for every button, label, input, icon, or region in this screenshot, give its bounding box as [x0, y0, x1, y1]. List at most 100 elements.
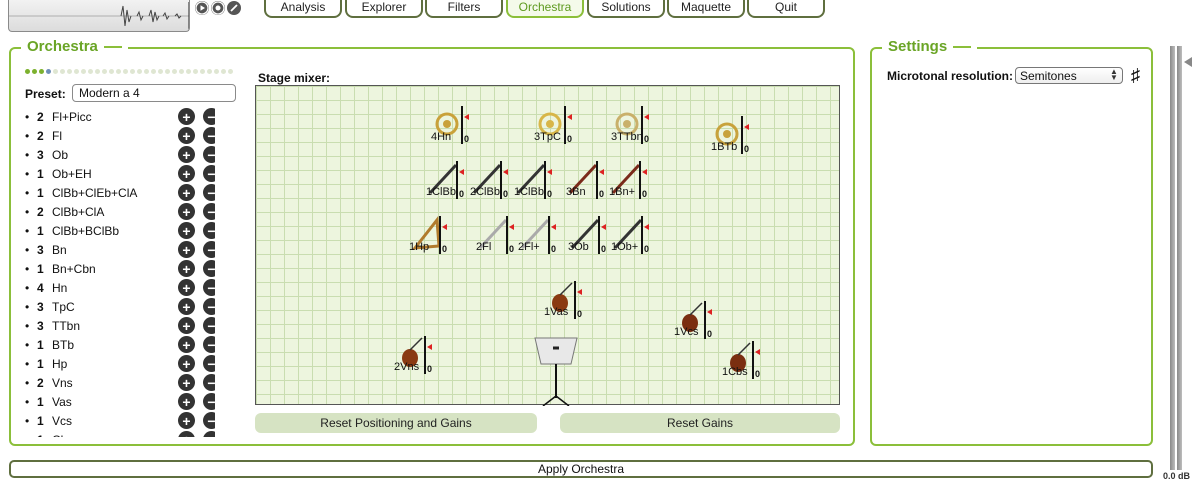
gain-handle-icon[interactable]: [442, 224, 447, 230]
page-indicator[interactable]: [25, 69, 233, 74]
add-instrument-icon[interactable]: +: [178, 298, 195, 315]
gain-slider[interactable]: [500, 161, 502, 199]
reset-gains-button[interactable]: Reset Gains: [560, 413, 840, 433]
remove-instrument-icon[interactable]: −: [203, 298, 215, 315]
remove-instrument-icon[interactable]: −: [203, 393, 215, 410]
gain-handle-icon[interactable]: [644, 114, 649, 120]
remove-instrument-icon[interactable]: −: [203, 431, 215, 437]
gain-slider[interactable]: [424, 336, 426, 374]
add-instrument-icon[interactable]: +: [178, 317, 195, 334]
gain-slider[interactable]: [752, 341, 754, 379]
gain-slider[interactable]: [548, 216, 550, 254]
microtonal-select[interactable]: Semitones ▲ ▼: [1015, 67, 1123, 84]
gain-slider[interactable]: [439, 216, 441, 254]
remove-instrument-icon[interactable]: −: [203, 412, 215, 429]
remove-instrument-icon[interactable]: −: [203, 184, 215, 201]
gain-slider[interactable]: [456, 161, 458, 199]
stage-instrument-label: 1ClBb: [514, 186, 544, 198]
gain-slider[interactable]: [641, 216, 643, 254]
gain-slider[interactable]: [641, 106, 643, 144]
gain-slider[interactable]: [598, 216, 600, 254]
remove-instrument-icon[interactable]: −: [203, 165, 215, 182]
add-instrument-icon[interactable]: +: [178, 336, 195, 353]
gain-slider[interactable]: [544, 161, 546, 199]
add-instrument-icon[interactable]: +: [178, 374, 195, 391]
edit-icon[interactable]: [227, 1, 241, 15]
add-instrument-icon[interactable]: +: [178, 431, 195, 437]
tab-solutions[interactable]: Solutions: [587, 0, 665, 18]
tab-explorer[interactable]: Explorer: [345, 0, 423, 18]
gain-handle-icon[interactable]: [509, 224, 514, 230]
stage-instrument-label: 1Hp: [409, 241, 430, 253]
add-instrument-icon[interactable]: +: [178, 279, 195, 296]
remove-instrument-icon[interactable]: −: [203, 279, 215, 296]
instrument-count: 1: [37, 433, 52, 438]
add-instrument-icon[interactable]: +: [178, 222, 195, 239]
gain-value: 0: [755, 369, 761, 379]
play-icon[interactable]: [195, 1, 209, 15]
tab-analysis[interactable]: Analysis: [264, 0, 342, 18]
remove-instrument-icon[interactable]: −: [203, 374, 215, 391]
remove-instrument-icon[interactable]: −: [203, 108, 215, 125]
gain-handle-icon[interactable]: [427, 344, 432, 350]
gain-handle-icon[interactable]: [464, 114, 469, 120]
gain-slider[interactable]: [704, 301, 706, 339]
gain-value: 0: [644, 244, 650, 254]
gain-slider[interactable]: [461, 106, 463, 144]
gain-handle-icon[interactable]: [755, 349, 760, 355]
gain-handle-icon[interactable]: [551, 224, 556, 230]
gain-handle-icon[interactable]: [642, 169, 647, 175]
add-instrument-icon[interactable]: +: [178, 127, 195, 144]
add-instrument-icon[interactable]: +: [178, 165, 195, 182]
gain-slider[interactable]: [639, 161, 641, 199]
remove-instrument-icon[interactable]: −: [203, 336, 215, 353]
stage-mixer[interactable]: 0 4Hn 0 3TpC 0 3TTbn 0 1BTb 0 1ClBb 0 2ClBb 0 1ClBb 0 3…: [255, 85, 840, 407]
add-instrument-icon[interactable]: +: [178, 260, 195, 277]
add-instrument-icon[interactable]: +: [178, 184, 195, 201]
gain-handle-icon[interactable]: [644, 224, 649, 230]
remove-instrument-icon[interactable]: −: [203, 127, 215, 144]
gain-slider[interactable]: [596, 161, 598, 199]
gain-handle-icon[interactable]: [601, 224, 606, 230]
remove-instrument-icon[interactable]: −: [203, 222, 215, 239]
gain-handle-icon[interactable]: [744, 124, 749, 130]
reset-positioning-button[interactable]: Reset Positioning and Gains: [255, 413, 537, 433]
gain-slider[interactable]: [741, 116, 743, 154]
remove-instrument-icon[interactable]: −: [203, 317, 215, 334]
add-instrument-icon[interactable]: +: [178, 412, 195, 429]
gain-slider[interactable]: [506, 216, 508, 254]
gain-slider[interactable]: [574, 281, 576, 319]
gain-handle-icon[interactable]: [567, 114, 572, 120]
remove-instrument-icon[interactable]: −: [203, 260, 215, 277]
remove-instrument-icon[interactable]: −: [203, 355, 215, 372]
preset-input[interactable]: Modern a 4: [72, 84, 236, 102]
remove-instrument-icon[interactable]: −: [203, 203, 215, 220]
meter-handle-icon[interactable]: [1184, 57, 1192, 67]
gain-handle-icon[interactable]: [459, 169, 464, 175]
add-instrument-icon[interactable]: +: [178, 108, 195, 125]
gain-handle-icon[interactable]: [503, 169, 508, 175]
tab-quit[interactable]: Quit: [747, 0, 825, 18]
record-icon[interactable]: [211, 1, 225, 15]
add-instrument-icon[interactable]: +: [178, 355, 195, 372]
add-instrument-icon[interactable]: +: [178, 393, 195, 410]
gain-handle-icon[interactable]: [599, 169, 604, 175]
add-instrument-icon[interactable]: +: [178, 146, 195, 163]
tab-filters[interactable]: Filters: [425, 0, 503, 18]
remove-instrument-icon[interactable]: −: [203, 241, 215, 258]
add-instrument-icon[interactable]: +: [178, 203, 195, 220]
add-instrument-icon[interactable]: +: [178, 241, 195, 258]
gain-handle-icon[interactable]: [707, 309, 712, 315]
waveform-overview[interactable]: [8, 0, 190, 32]
level-meter[interactable]: [1170, 46, 1183, 470]
remove-instrument-icon[interactable]: −: [203, 146, 215, 163]
oboe-icon: [611, 216, 647, 255]
gain-handle-icon[interactable]: [577, 289, 582, 295]
apply-orchestra-button[interactable]: Apply Orchestra: [9, 460, 1153, 478]
tab-maquette[interactable]: Maquette: [667, 0, 745, 18]
sharp-icon[interactable]: ♯: [1131, 65, 1140, 85]
gain-handle-icon[interactable]: [547, 169, 552, 175]
tab-orchestra[interactable]: Orchestra: [506, 0, 584, 18]
gain-slider[interactable]: [564, 106, 566, 144]
tuba-icon: [711, 116, 747, 155]
